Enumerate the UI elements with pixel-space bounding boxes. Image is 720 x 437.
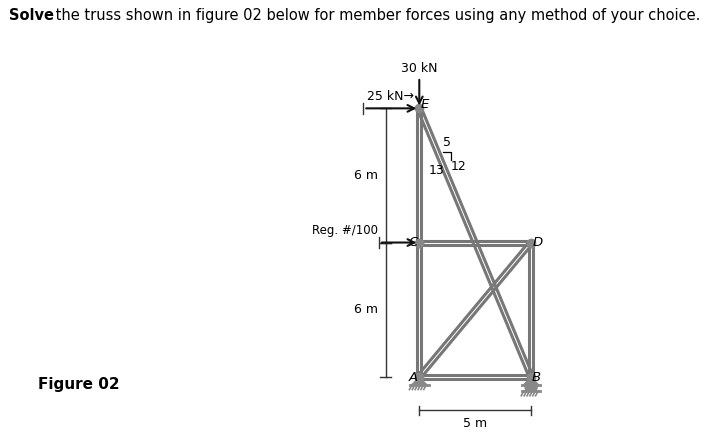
Text: B: B: [532, 371, 541, 384]
Text: A: A: [409, 371, 418, 384]
Text: Reg. #/100: Reg. #/100: [312, 224, 378, 237]
Text: 6 m: 6 m: [354, 169, 378, 182]
Text: 30 kN: 30 kN: [401, 62, 438, 75]
Text: the truss shown in figure 02 below for member forces using any method of your ch: the truss shown in figure 02 below for m…: [51, 8, 701, 23]
Text: Solve: Solve: [9, 8, 55, 23]
Circle shape: [525, 385, 530, 390]
Text: D: D: [533, 236, 543, 249]
Text: 6 m: 6 m: [354, 303, 378, 316]
Text: 5: 5: [443, 135, 451, 149]
Text: Figure 02: Figure 02: [37, 377, 120, 392]
Text: E: E: [420, 98, 429, 111]
Text: 25 kN→: 25 kN→: [366, 90, 414, 103]
Circle shape: [532, 385, 537, 390]
Text: C: C: [408, 236, 417, 249]
Circle shape: [528, 385, 534, 390]
Text: 5 m: 5 m: [463, 417, 487, 430]
Polygon shape: [412, 377, 426, 385]
Polygon shape: [524, 377, 539, 385]
Text: 12: 12: [451, 160, 467, 173]
Text: 13: 13: [428, 164, 444, 177]
